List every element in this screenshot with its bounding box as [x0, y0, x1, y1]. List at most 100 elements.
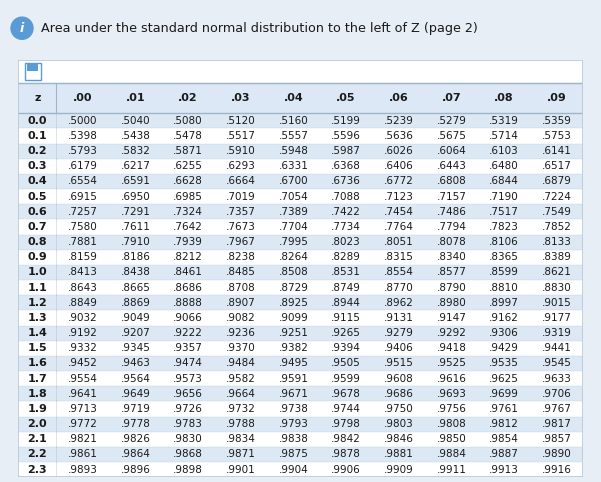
Text: .9864: .9864 — [120, 449, 150, 459]
Text: .9066: .9066 — [173, 313, 203, 323]
Text: .5199: .5199 — [331, 116, 361, 126]
Text: .9545: .9545 — [542, 359, 572, 368]
Text: 2.1: 2.1 — [28, 434, 47, 444]
Text: .9236: .9236 — [226, 328, 255, 338]
Text: .5040: .5040 — [121, 116, 150, 126]
Text: .9857: .9857 — [542, 434, 572, 444]
Text: .9115: .9115 — [331, 313, 361, 323]
Text: .9756: .9756 — [436, 404, 466, 414]
Text: .8749: .8749 — [331, 282, 361, 293]
Text: .9382: .9382 — [278, 343, 308, 353]
Text: .8438: .8438 — [120, 268, 150, 278]
Text: .9850: .9850 — [436, 434, 466, 444]
Text: .5753: .5753 — [542, 131, 572, 141]
Text: .8810: .8810 — [489, 282, 519, 293]
Text: .7357: .7357 — [226, 207, 255, 217]
Text: .9484: .9484 — [226, 359, 255, 368]
Text: .6103: .6103 — [489, 146, 519, 156]
Text: .9616: .9616 — [436, 374, 466, 384]
Text: .9664: .9664 — [226, 389, 255, 399]
Text: .7389: .7389 — [278, 207, 308, 217]
Text: .7823: .7823 — [489, 222, 519, 232]
Text: .9306: .9306 — [489, 328, 519, 338]
Text: .8944: .8944 — [331, 298, 361, 308]
Text: .9738: .9738 — [278, 404, 308, 414]
Text: .9082: .9082 — [226, 313, 255, 323]
Text: .9554: .9554 — [68, 374, 98, 384]
Text: .5438: .5438 — [120, 131, 150, 141]
Text: .7939: .7939 — [173, 237, 203, 247]
Text: .9909: .9909 — [384, 465, 413, 475]
Text: .7764: .7764 — [384, 222, 413, 232]
Text: .7580: .7580 — [68, 222, 97, 232]
Text: .8485: .8485 — [226, 268, 255, 278]
Text: 0.4: 0.4 — [28, 176, 47, 187]
Text: .9884: .9884 — [436, 449, 466, 459]
Text: 2.0: 2.0 — [28, 419, 47, 429]
Text: .9515: .9515 — [384, 359, 413, 368]
Text: .00: .00 — [73, 93, 93, 103]
Text: .8686: .8686 — [173, 282, 203, 293]
Text: i: i — [20, 22, 24, 35]
Text: .9761: .9761 — [489, 404, 519, 414]
Text: .7224: .7224 — [542, 192, 572, 201]
FancyBboxPatch shape — [18, 325, 583, 341]
Text: .6772: .6772 — [384, 176, 413, 187]
Text: .9192: .9192 — [68, 328, 98, 338]
Text: .7881: .7881 — [68, 237, 98, 247]
Text: .7967: .7967 — [226, 237, 255, 247]
Text: .5910: .5910 — [226, 146, 255, 156]
FancyBboxPatch shape — [18, 280, 583, 295]
Text: .6293: .6293 — [226, 161, 255, 171]
Text: .6064: .6064 — [436, 146, 466, 156]
Text: .6591: .6591 — [120, 176, 150, 187]
Text: .5557: .5557 — [278, 131, 308, 141]
Text: .5279: .5279 — [436, 116, 466, 126]
Text: .8770: .8770 — [384, 282, 413, 293]
Text: .8643: .8643 — [68, 282, 98, 293]
Text: 0.0: 0.0 — [28, 116, 47, 126]
Text: .5478: .5478 — [173, 131, 203, 141]
Text: 1.2: 1.2 — [28, 298, 47, 308]
Text: .9798: .9798 — [331, 419, 361, 429]
Text: .9207: .9207 — [121, 328, 150, 338]
Text: .5636: .5636 — [384, 131, 413, 141]
Text: .8849: .8849 — [68, 298, 98, 308]
Text: 0.7: 0.7 — [28, 222, 47, 232]
Text: .8599: .8599 — [489, 268, 519, 278]
Text: .9591: .9591 — [278, 374, 308, 384]
FancyBboxPatch shape — [27, 65, 38, 71]
Text: .9906: .9906 — [331, 465, 361, 475]
FancyBboxPatch shape — [18, 113, 583, 128]
Text: 1.5: 1.5 — [28, 343, 47, 353]
Text: .9842: .9842 — [331, 434, 361, 444]
Text: .9916: .9916 — [542, 465, 572, 475]
Text: .9821: .9821 — [68, 434, 98, 444]
FancyBboxPatch shape — [18, 295, 583, 310]
Text: 0.6: 0.6 — [28, 207, 47, 217]
Text: .9726: .9726 — [173, 404, 203, 414]
Text: .9131: .9131 — [384, 313, 413, 323]
Text: .7123: .7123 — [384, 192, 413, 201]
Text: .6700: .6700 — [279, 176, 308, 187]
Text: .08: .08 — [494, 93, 514, 103]
Text: .07: .07 — [442, 93, 461, 103]
Text: .5120: .5120 — [226, 116, 255, 126]
Text: .9750: .9750 — [384, 404, 413, 414]
Text: .6985: .6985 — [173, 192, 203, 201]
Text: .9177: .9177 — [542, 313, 572, 323]
Text: .6406: .6406 — [384, 161, 413, 171]
Text: .6026: .6026 — [384, 146, 413, 156]
FancyBboxPatch shape — [18, 60, 583, 477]
Text: .9049: .9049 — [121, 313, 150, 323]
Text: .9418: .9418 — [436, 343, 466, 353]
Text: .9535: .9535 — [489, 359, 519, 368]
Text: .7995: .7995 — [278, 237, 308, 247]
Text: .9854: .9854 — [489, 434, 519, 444]
Text: .8980: .8980 — [436, 298, 466, 308]
Text: .5596: .5596 — [331, 131, 361, 141]
Text: .9279: .9279 — [384, 328, 413, 338]
Text: .9817: .9817 — [542, 419, 572, 429]
Text: .9871: .9871 — [226, 449, 255, 459]
Text: .9222: .9222 — [173, 328, 203, 338]
